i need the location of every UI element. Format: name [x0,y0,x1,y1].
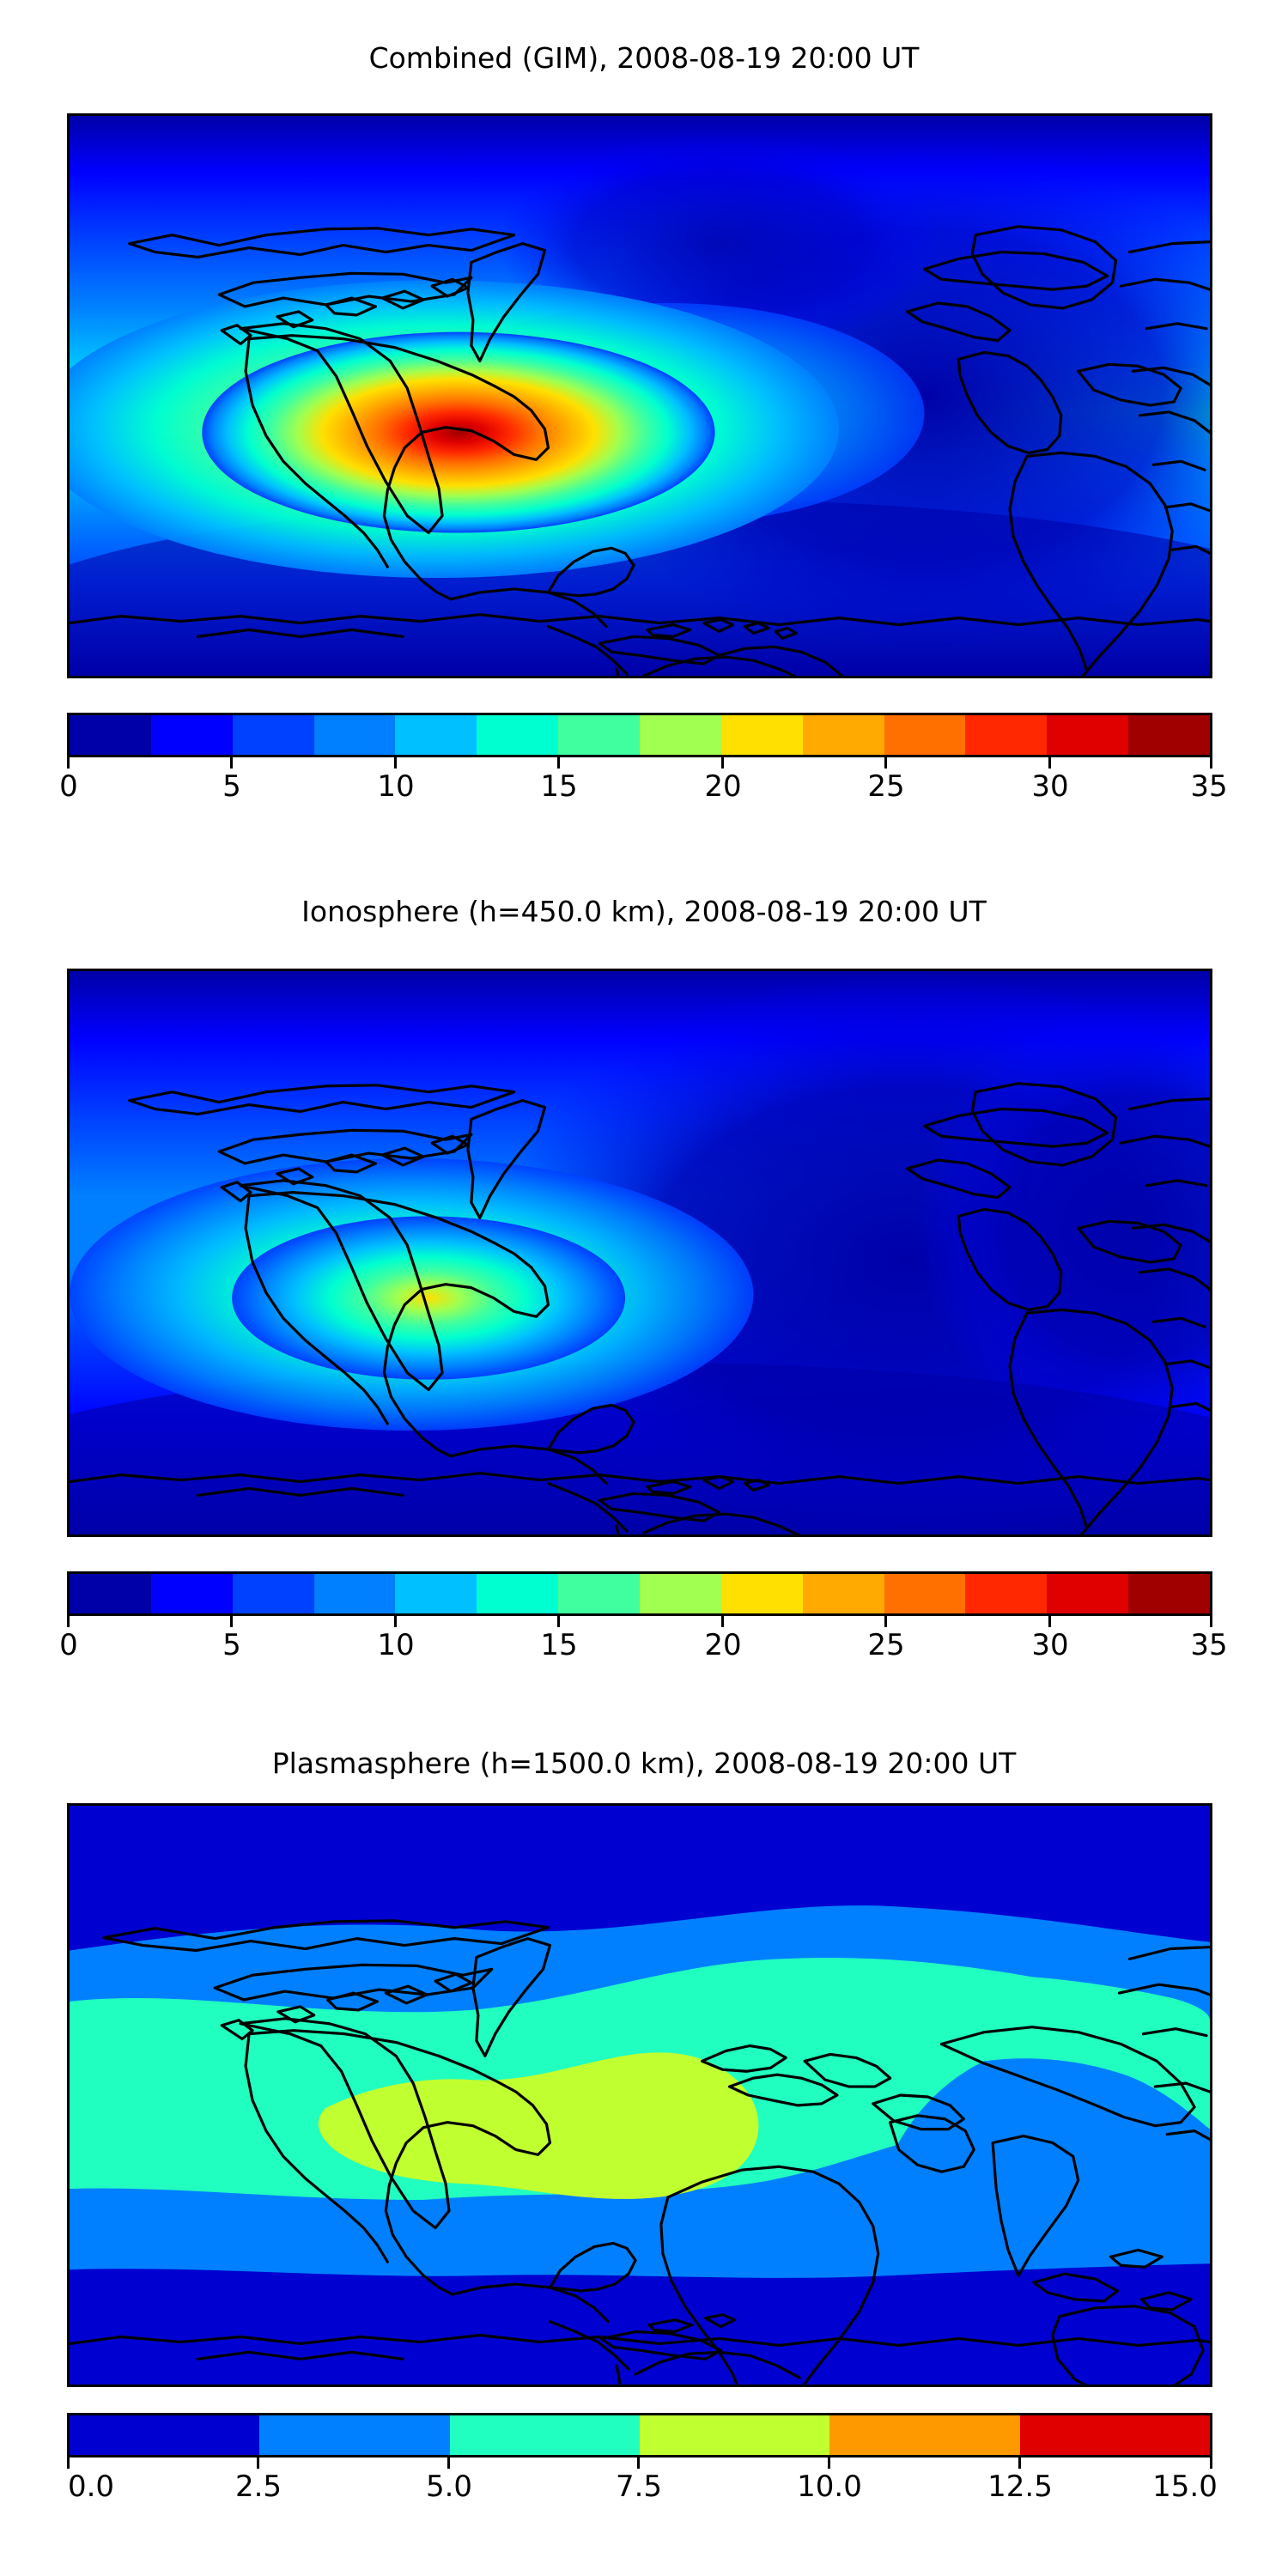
cb3-tick-4: 10.0 [797,2470,862,2504]
cb3-tick-5: 12.5 [987,2470,1053,2504]
map-plasmasphere [67,1803,1212,2387]
tec-field-ionosphere [70,971,1210,1534]
map-ionosphere [67,969,1212,1537]
coastlines [70,1082,1210,1534]
cb3-tick-2: 5.0 [425,2470,473,2504]
cb2-tick-3: 15 [540,1628,578,1662]
colorbar-plasmasphere-bar [67,2413,1212,2458]
cb1-tick-3: 15 [540,769,578,804]
colorbar-combined-labels: 0 5 10 15 20 25 30 35 [59,769,1227,807]
colorbar-ionosphere-ticks [67,1616,1212,1628]
cb1-tick-7: 35 [1190,769,1228,804]
panel-plasmasphere: Plasmasphere (h=1500.0 km), 2008-08-19 2… [0,1709,1288,2576]
tec-field-combined [70,116,1210,676]
panel-combined-gim: Combined (GIM), 2008-08-19 20:00 UT [0,0,1288,841]
panel-title-plasmasphere: Plasmasphere (h=1500.0 km), 2008-08-19 2… [271,1747,1017,1780]
map-combined-gim [67,113,1212,678]
colorbar-plasmasphere-ticks [67,2458,1212,2470]
cb3-tick-1: 2.5 [234,2470,283,2504]
panel-ionosphere: Ionosphere (h=450.0 km), 2008-08-19 20:0… [0,850,1288,1700]
tec-field-plasmasphere [70,1806,1210,2385]
colorbar-plasmasphere: 0.0 2.5 5.0 7.5 10.0 12.5 15.0 [67,2413,1218,2533]
panel-title-ionosphere: Ionosphere (h=450.0 km), 2008-08-19 20:0… [301,895,987,928]
cb1-tick-4: 20 [704,769,742,804]
colorbar-combined: 0 5 10 15 20 25 30 35 [59,713,1228,824]
cb1-tick-0: 0 [59,769,78,804]
panel-title-combined: Combined (GIM), 2008-08-19 20:00 UT [368,41,920,75]
cb2-tick-7: 35 [1190,1628,1228,1662]
coastlines [70,1919,1210,2385]
cb3-tick-0: 0.0 [67,2470,115,2504]
cb3-tick-6: 15.0 [1152,2470,1218,2504]
cb1-tick-5: 25 [867,769,905,804]
colorbar-ionosphere-labels: 0 5 10 15 20 25 30 35 [59,1628,1227,1666]
cb1-tick-1: 5 [222,769,241,804]
cb2-tick-4: 20 [704,1628,742,1662]
cb2-tick-6: 30 [1031,1628,1069,1662]
cb2-tick-0: 0 [59,1628,78,1662]
cb3-tick-3: 7.5 [615,2470,663,2504]
colorbar-plasmasphere-labels: 0.0 2.5 5.0 7.5 10.0 12.5 15.0 [67,2470,1218,2507]
cb2-tick-1: 5 [222,1628,241,1662]
colorbar-ionosphere-bar [67,1571,1212,1616]
coastlines [70,225,1210,676]
colorbar-combined-bar [67,713,1212,757]
cb2-tick-5: 25 [867,1628,905,1662]
cb1-tick-2: 10 [377,769,415,804]
cb2-tick-2: 10 [377,1628,415,1662]
colorbar-combined-ticks [67,757,1212,769]
colorbar-ionosphere: 0 5 10 15 20 25 30 35 [59,1571,1228,1683]
cb1-tick-6: 30 [1031,769,1069,804]
